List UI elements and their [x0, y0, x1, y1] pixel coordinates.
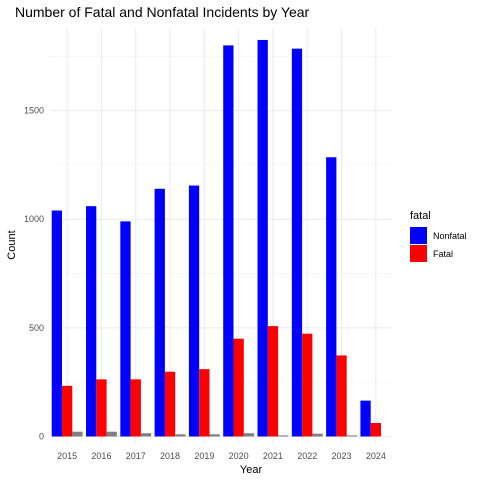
- nonfatal-bar: [51, 210, 63, 437]
- fatal-bar: [370, 423, 381, 437]
- y-axis-title: Count: [6, 230, 18, 259]
- fatal-bar: [233, 338, 244, 437]
- x-tick-label: 2019: [194, 451, 214, 461]
- nonfatal-bar: [120, 221, 131, 437]
- nonfatal-bar: [257, 39, 268, 437]
- legend-key-nonfatal: [410, 227, 427, 244]
- x-tick-label: 2016: [91, 451, 111, 461]
- fatal-bar: [267, 326, 279, 437]
- other-bar: [346, 435, 357, 437]
- nonfatal-bar: [291, 48, 303, 437]
- other-bar: [175, 434, 186, 437]
- fatal-bar: [164, 371, 176, 437]
- x-tick-label: 2024: [366, 451, 386, 461]
- y-tick-label: 0: [39, 431, 44, 441]
- x-tick-label: 2021: [263, 451, 283, 461]
- fatal-bar: [302, 333, 313, 437]
- nonfatal-bar: [223, 45, 234, 437]
- nonfatal-bar: [188, 185, 200, 437]
- other-bar: [209, 434, 220, 437]
- other-bar: [72, 431, 83, 437]
- y-tick-label: 500: [29, 323, 44, 333]
- legend: fatal Nonfatal Fatal: [410, 210, 467, 262]
- other-bar: [243, 433, 255, 437]
- x-tick-label: 2023: [332, 451, 352, 461]
- nonfatal-bar: [86, 206, 97, 437]
- x-tick-label: 2020: [229, 451, 249, 461]
- legend-label-fatal: Fatal: [433, 249, 453, 259]
- x-tick-label: 2022: [297, 451, 317, 461]
- y-axis-ticks: 0 500 1000 1500: [24, 106, 44, 442]
- bars: [51, 39, 381, 437]
- x-tick-label: 2015: [57, 451, 77, 461]
- other-bar: [278, 435, 289, 437]
- fatal-bar: [130, 379, 141, 437]
- x-axis-ticks: 2015 2016 2017 2018 2019 2020 2021 2022 2023 2024: [57, 451, 386, 461]
- nonfatal-bar: [154, 188, 165, 437]
- fatal-bar: [199, 369, 210, 437]
- other-bar: [312, 433, 323, 437]
- y-tick-label: 1500: [24, 106, 44, 116]
- x-axis-title: Year: [240, 464, 263, 476]
- nonfatal-bar: [326, 157, 337, 437]
- legend-title: fatal: [410, 210, 431, 222]
- fatal-bar: [96, 379, 107, 437]
- fatal-bar: [336, 355, 347, 437]
- y-tick-label: 1000: [24, 214, 44, 224]
- x-tick-label: 2017: [126, 451, 146, 461]
- other-bar: [140, 433, 152, 437]
- legend-key-fatal: [410, 245, 427, 262]
- other-bar: [106, 431, 117, 437]
- chart-title: Number of Fatal and Nonfatal Incidents b…: [15, 4, 310, 20]
- nonfatal-bar: [360, 400, 371, 437]
- legend-label-nonfatal: Nonfatal: [433, 231, 467, 241]
- x-tick-label: 2018: [160, 451, 180, 461]
- fatal-bar: [62, 385, 73, 437]
